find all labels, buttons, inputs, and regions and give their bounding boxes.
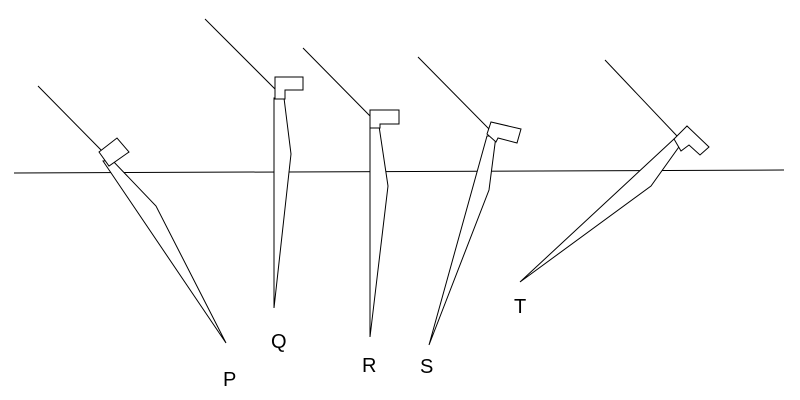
tool-q: Q	[204, 18, 304, 353]
tool-r-label: R	[362, 355, 376, 377]
tool-q-shaft-line	[204, 18, 279, 93]
tool-p-shaft-line	[37, 85, 104, 153]
tool-p-label: P	[223, 369, 236, 391]
tool-q-head	[274, 76, 304, 100]
tool-r-shaft-line	[302, 47, 373, 119]
tool-s-head	[486, 121, 522, 144]
tool-r-head	[369, 109, 400, 129]
tool-r-body	[369, 125, 389, 338]
horizontal-surface-line	[13, 169, 785, 174]
tool-s: S	[417, 56, 522, 378]
tool-p: P	[37, 85, 236, 391]
tool-r: R	[302, 47, 400, 377]
tool-p-head	[98, 137, 130, 167]
tool-q-body	[273, 97, 292, 309]
tool-q-label: Q	[271, 331, 287, 353]
tool-t: T	[514, 59, 710, 318]
tool-t-head	[673, 125, 710, 156]
tool-t-shaft-line	[604, 59, 678, 137]
tool-t-body	[519, 138, 682, 283]
tool-s-label: S	[420, 356, 433, 378]
tool-s-shaft-line	[417, 56, 490, 130]
tool-s-body	[428, 135, 497, 346]
tool-p-body	[102, 159, 227, 344]
tool-t-label: T	[514, 296, 526, 318]
